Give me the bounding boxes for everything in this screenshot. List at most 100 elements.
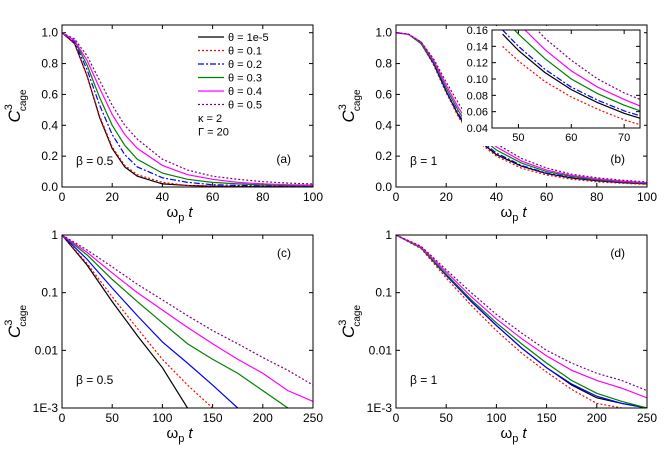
y-label-main: C <box>5 110 24 123</box>
x-tick-label: 100 <box>486 411 506 425</box>
panel: 1E-3 0.01 0.1 1 0 50 100 150 200 250 ωp t C3 cage (c) β… <box>3 228 323 445</box>
y-tick-label: 0.2 <box>375 149 392 163</box>
legend-label: θ = 0.2 <box>228 59 262 71</box>
x-label-main: ω <box>500 425 512 442</box>
panel-label: (b) <box>610 152 625 166</box>
legend-label: θ = 0.5 <box>228 100 262 112</box>
x-tick-label: 60 <box>206 190 220 204</box>
x-tick-label: 200 <box>587 411 607 425</box>
data-line <box>62 235 214 408</box>
y-tick-label: 0.4 <box>41 118 58 132</box>
y-axis-label: C3 cage <box>337 89 363 123</box>
x-tick-label: 80 <box>256 190 270 204</box>
y-tick-label: 0.08 <box>467 90 488 102</box>
data-line <box>536 30 640 100</box>
panel: 0.0 0.2 0.4 0.6 0.8 1.0 0 20 40 60 80 100 ωp t C3 cage (… <box>3 24 323 224</box>
legend-label: θ = 0.3 <box>228 73 262 85</box>
data-line <box>396 235 647 408</box>
y-label-sup: 3 <box>337 320 349 326</box>
x-tick-label: 200 <box>253 411 273 425</box>
panel-label: (c) <box>277 246 291 260</box>
y-tick-label: 0.1 <box>41 286 58 300</box>
x-tick-label: 60 <box>540 190 554 204</box>
plot-frame <box>395 234 648 409</box>
y-axis-label: C3 cage <box>337 305 363 339</box>
y-label-main: C <box>339 325 358 338</box>
y-tick-label: 0.6 <box>41 87 58 101</box>
x-axis-label: ωp t <box>500 425 527 445</box>
plot-frame <box>395 24 648 188</box>
y-axis-label: C3 cage <box>3 89 29 123</box>
plot-frame <box>61 24 314 188</box>
y-label-sup: 3 <box>3 104 15 110</box>
data-line <box>502 45 640 126</box>
plot-lines <box>396 235 647 408</box>
data-line <box>513 30 640 112</box>
y-label-sub: cage <box>352 89 363 111</box>
data-line <box>524 30 640 107</box>
y-tick-label: 1.0 <box>375 26 392 40</box>
panel-label: (d) <box>610 246 625 260</box>
x-tick-label: 0 <box>393 411 400 425</box>
x-tick-label: 50 <box>512 132 524 144</box>
beta-label: β = 0.5 <box>76 373 114 387</box>
x-tick-label: 150 <box>537 411 557 425</box>
x-axis-label: ωp t <box>500 204 527 224</box>
x-axis-label: ωp t <box>166 425 193 445</box>
y-tick-label: 1 <box>51 228 58 242</box>
y-label-sub: cage <box>18 305 29 327</box>
x-tick-label: 50 <box>106 411 120 425</box>
legend-note: κ = 2 <box>198 113 222 125</box>
data-line <box>62 235 189 408</box>
data-line <box>62 32 313 187</box>
x-label-main: ω <box>500 204 512 221</box>
panel-label: (a) <box>276 152 291 166</box>
x-tick-label: 0 <box>59 411 66 425</box>
data-line <box>396 235 623 408</box>
y-tick-label: 0.8 <box>41 57 58 71</box>
legend-label: θ = 0.1 <box>228 46 262 58</box>
data-line <box>502 33 640 119</box>
x-tick-label: 150 <box>203 411 223 425</box>
x-label-main: ω <box>166 204 178 221</box>
x-tick-label: 100 <box>637 190 657 204</box>
x-tick-label: 50 <box>440 411 454 425</box>
data-line <box>62 32 313 186</box>
y-tick-label: 0.0 <box>41 180 58 194</box>
data-line <box>502 30 640 117</box>
x-label-var: t <box>188 204 193 221</box>
data-line <box>62 235 313 386</box>
x-tick-label: 0 <box>59 190 66 204</box>
data-line <box>62 32 313 187</box>
y-tick-label: 0.12 <box>467 58 488 70</box>
legend-label: θ = 1e-5 <box>228 32 269 44</box>
data-line <box>396 235 647 392</box>
x-tick-label: 100 <box>303 190 323 204</box>
x-tick-label: 20 <box>440 190 454 204</box>
y-tick-label: 0.16 <box>467 25 488 37</box>
x-tick-label: 0 <box>393 190 400 204</box>
y-label-sup: 3 <box>337 104 349 110</box>
plot-frame <box>61 234 314 409</box>
y-tick-label: 0.0 <box>375 180 392 194</box>
y-tick-label: 0.2 <box>41 149 58 163</box>
legend-note: Γ = 20 <box>198 127 229 139</box>
x-tick-label: 20 <box>106 190 120 204</box>
x-label-var: t <box>522 204 527 221</box>
x-tick-label: 40 <box>490 190 504 204</box>
beta-label: β = 0.5 <box>76 154 114 168</box>
x-tick-label: 250 <box>303 411 323 425</box>
x-label-var: t <box>522 425 527 442</box>
x-tick-label: 60 <box>565 132 577 144</box>
y-tick-label: 0.14 <box>467 41 488 53</box>
y-tick-label: 0.06 <box>467 107 488 119</box>
y-tick-label: 0.8 <box>375 57 392 71</box>
y-label-sub: cage <box>352 305 363 327</box>
x-label-sub: p <box>512 212 518 224</box>
x-label-sub: p <box>512 433 518 445</box>
y-tick-label: 1E-3 <box>33 401 59 415</box>
x-axis-label: ωp t <box>166 204 193 224</box>
y-axis-label: C3 cage <box>3 305 29 339</box>
y-label-main: C <box>5 325 24 338</box>
